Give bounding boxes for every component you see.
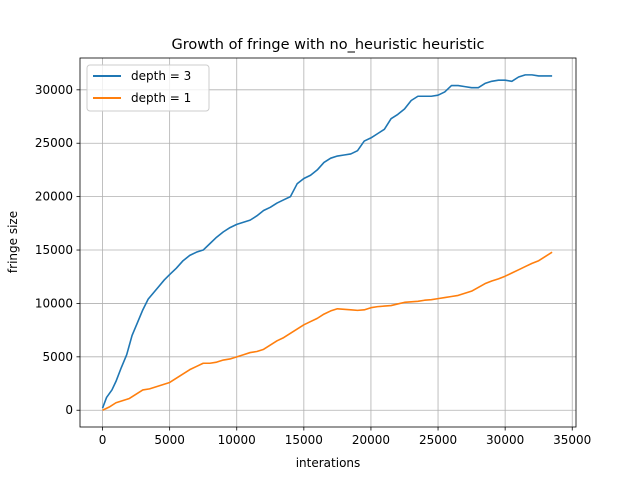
legend-label-depth-3: depth = 3 [131,69,191,83]
legend-label-depth-1: depth = 1 [131,91,191,105]
x-tick-label: 10000 [218,433,256,447]
x-tick-label: 30000 [486,433,524,447]
grid [80,58,576,427]
y-tick-label: 15000 [35,243,73,257]
legend: depth = 3 depth = 1 [86,64,210,112]
series-line-depth-3 [101,74,553,409]
y-tick-label: 20000 [35,190,73,204]
y-tick-label: 5000 [42,350,73,364]
x-tick-label: 15000 [285,433,323,447]
x-tick-label: 35000 [553,433,591,447]
series-line-depth-1 [102,251,553,411]
y-tick-label: 30000 [35,83,73,97]
y-tick-label: 25000 [35,136,73,150]
plot-frame [79,57,577,428]
x-tick-label: 25000 [419,433,457,447]
x-tick-label: 20000 [352,433,390,447]
y-axis-label: fringe size [6,211,20,273]
y-tick-label: 10000 [35,296,73,310]
x-tick-label: 0 [99,433,107,447]
y-axis: 0 5000 10000 15000 20000 25000 30000 [35,83,80,417]
x-axis-label: interations [296,456,361,470]
series-layer [101,74,553,411]
x-tick-label: 5000 [154,433,185,447]
plot-area [80,58,576,427]
chart-title: Growth of fringe with no_heuristic heuri… [171,37,484,53]
y-tick-label: 0 [65,403,73,417]
x-axis: 0 5000 10000 15000 20000 25000 30000 35000 [99,427,591,447]
